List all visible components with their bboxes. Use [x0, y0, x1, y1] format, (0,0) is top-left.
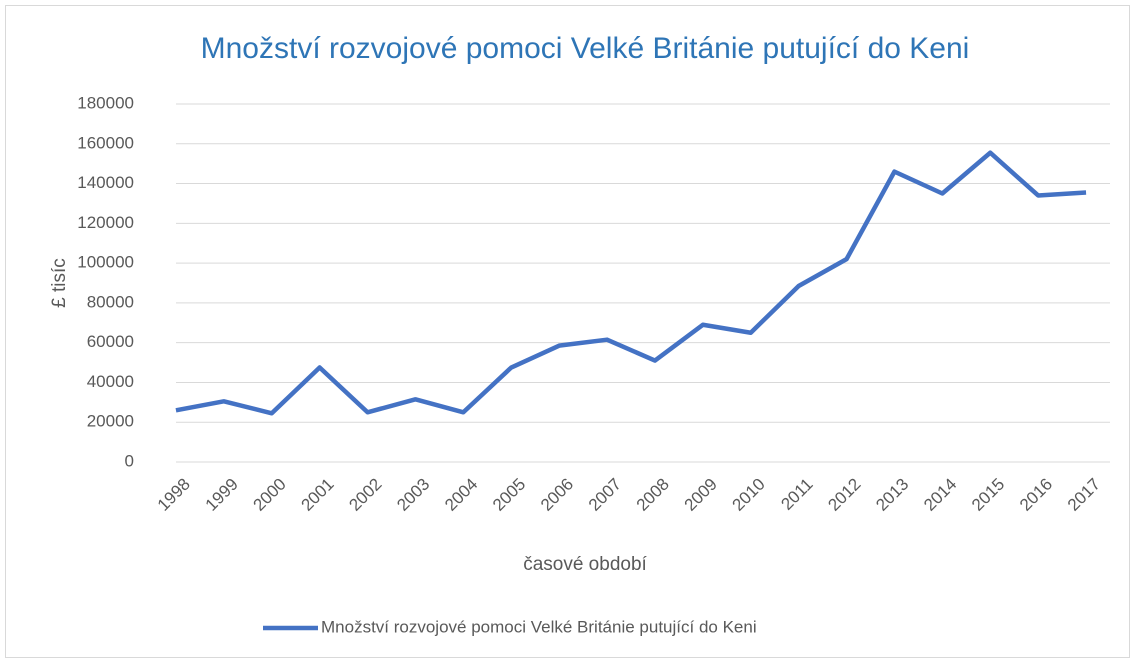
chart-title: Množství rozvojové pomoci Velké Británie… — [201, 32, 970, 65]
y-tick-label: 40000 — [87, 372, 134, 391]
y-tick-label: 20000 — [87, 412, 134, 431]
y-tick-label: 140000 — [77, 173, 134, 192]
y-tick-label: 160000 — [77, 133, 134, 152]
data-line — [175, 150, 1087, 416]
legend-label: Množství rozvojové pomoci Velké Británie… — [321, 617, 757, 636]
y-tick-label: 80000 — [87, 292, 134, 311]
y-tick-label: 100000 — [77, 253, 134, 272]
chart-border — [5, 5, 1130, 658]
y-tick-label: 120000 — [77, 213, 134, 232]
y-axis-label: £ tisíc — [49, 258, 70, 308]
y-tick-label: 0 — [125, 451, 134, 470]
y-tick-label: 180000 — [77, 93, 134, 112]
y-tick-label: 60000 — [87, 332, 134, 351]
x-axis-label: časové období — [523, 554, 647, 575]
